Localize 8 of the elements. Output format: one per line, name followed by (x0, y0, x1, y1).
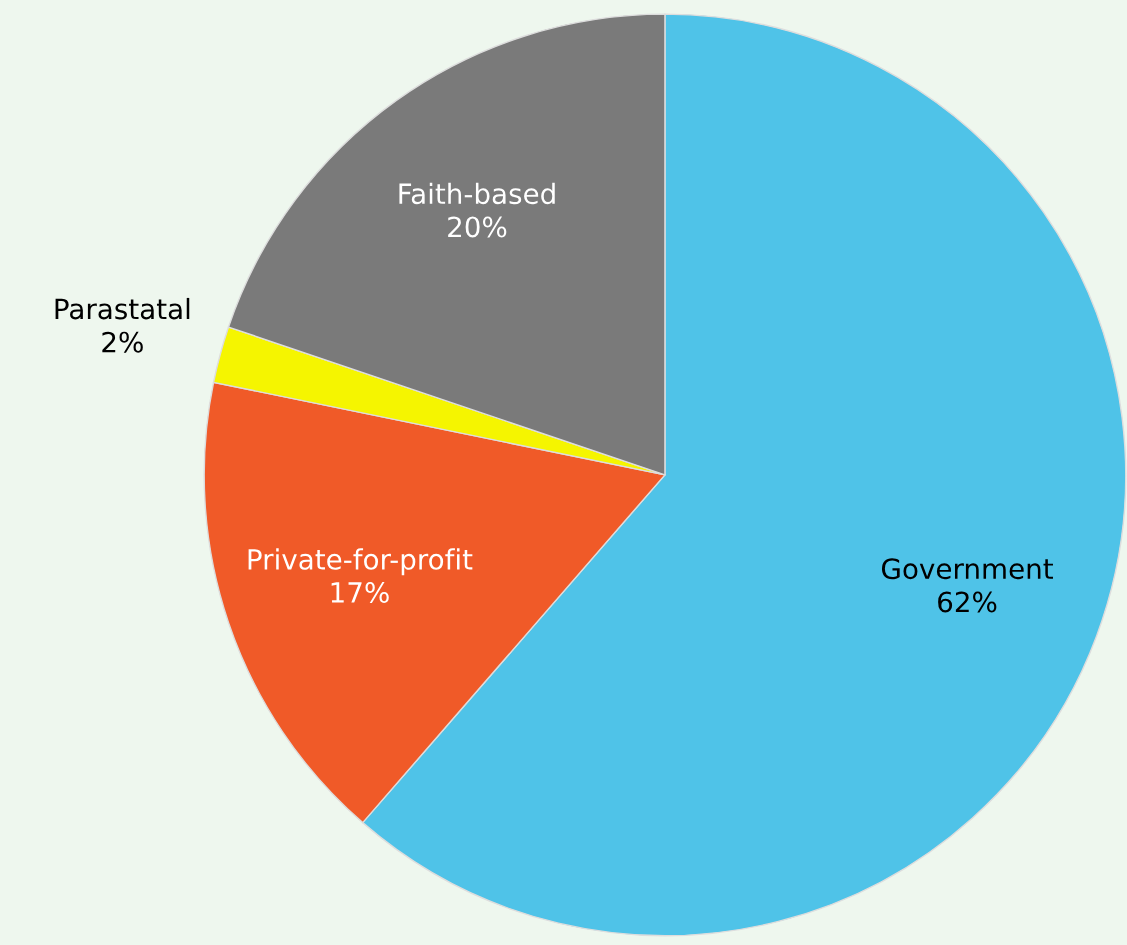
slice-label: Parastatal (55, 297, 190, 320)
data-label: 17% (331, 581, 389, 603)
data-label: 2% (102, 331, 143, 353)
slice-label: Private-for-profit (248, 548, 473, 576)
slice-label: Faith-based (399, 182, 555, 205)
slice-label: Government (881, 558, 1053, 580)
data-label: 62% (938, 591, 997, 613)
data-label: 20% (448, 216, 507, 238)
